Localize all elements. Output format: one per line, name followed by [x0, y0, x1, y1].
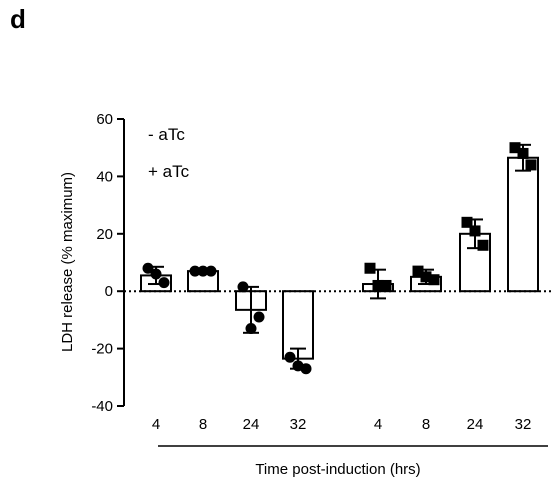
x-tick-label: 24 — [243, 416, 260, 433]
x-tick-label: 4 — [374, 416, 382, 433]
data-point-square — [509, 142, 521, 154]
data-point-circle — [142, 262, 154, 274]
y-tick-label: -20 — [91, 341, 113, 358]
data-point-circle — [292, 360, 304, 372]
x-axis-title: Time post-induction (hrs) — [255, 461, 420, 478]
data-point-circle — [245, 323, 257, 335]
y-tick-label: 0 — [105, 283, 113, 300]
x-tick-label: 4 — [152, 416, 160, 433]
panel-label: d — [10, 4, 26, 34]
data-point-circle — [150, 268, 162, 280]
legend-entry-plus-atc: + aTc — [148, 162, 190, 181]
data-point-square — [517, 147, 529, 159]
y-tick-label: -40 — [91, 398, 113, 415]
y-tick-label: 40 — [96, 168, 113, 185]
y-tick-label: 60 — [96, 111, 113, 128]
data-point-circle — [158, 277, 170, 289]
x-tick-label: 32 — [290, 416, 307, 433]
points-layer — [142, 142, 537, 375]
data-point-circle — [189, 265, 201, 277]
data-point-square — [525, 159, 537, 171]
data-point-square — [380, 279, 392, 291]
bars-layer — [140, 156, 539, 360]
legend-entry-minus-atc: - aTc — [148, 125, 185, 144]
x-tick-labels: 4 8 24 32 4 8 24 32 — [152, 416, 532, 433]
data-point-square — [469, 225, 481, 237]
data-point-circle — [284, 351, 296, 363]
bar-minus-atc-32 — [282, 290, 314, 360]
bar-plus-atc-32 — [507, 156, 539, 293]
data-point-square — [412, 265, 424, 277]
y-tick-label: 20 — [96, 226, 113, 243]
data-point-square — [461, 216, 473, 228]
y-axis-title: LDH release (% maximum) — [59, 172, 76, 352]
x-tick-label: 24 — [467, 416, 484, 433]
y-ticks: -40 -20 0 20 40 60 — [91, 111, 124, 415]
data-point-square — [477, 239, 489, 251]
x-tick-label: 8 — [199, 416, 207, 433]
x-tick-label: 8 — [422, 416, 430, 433]
x-tick-label: 32 — [515, 416, 532, 433]
data-point-square — [372, 279, 384, 291]
data-point-circle — [205, 265, 217, 277]
data-point-circle — [197, 265, 209, 277]
data-point-square — [428, 274, 440, 286]
data-point-circle — [253, 311, 265, 323]
data-point-circle — [237, 281, 249, 293]
data-point-square — [364, 262, 376, 274]
data-point-square — [420, 271, 432, 283]
